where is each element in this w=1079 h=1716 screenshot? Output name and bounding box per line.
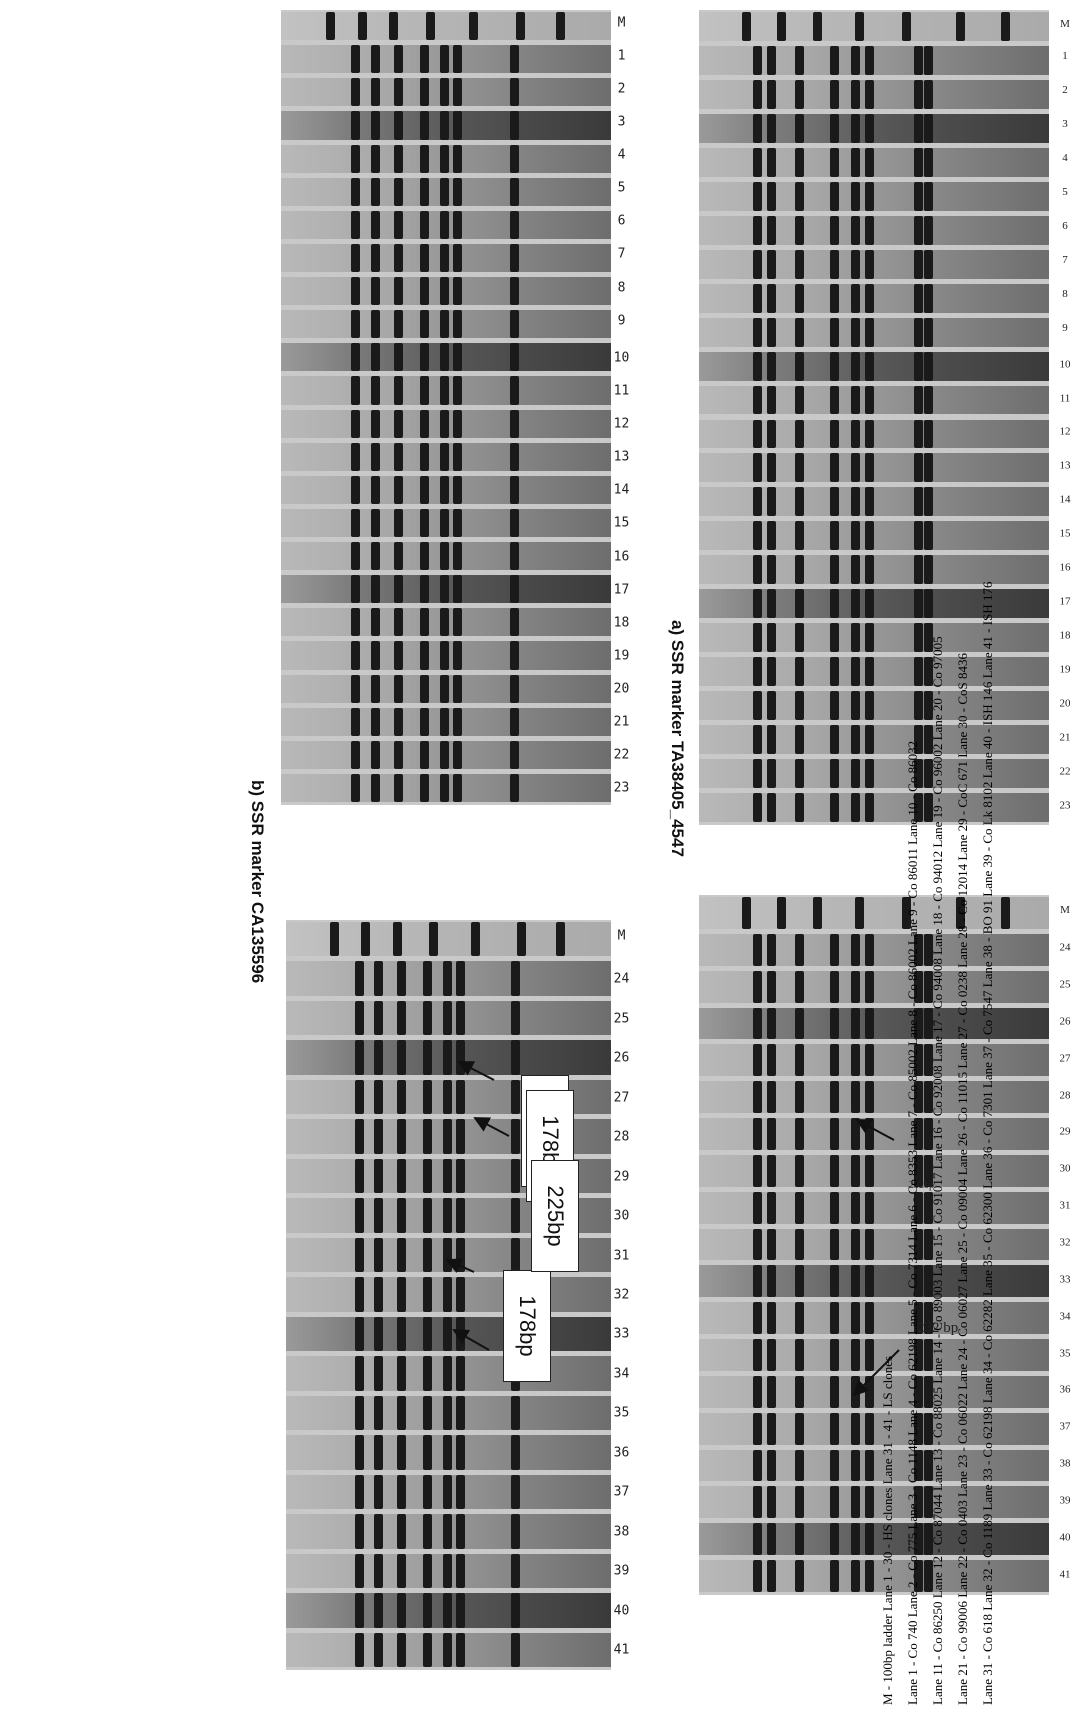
annotation-232bp-right: 232bp bbox=[909, 1180, 934, 1191]
label-178bp-left: 178bp bbox=[503, 1270, 551, 1382]
arrow-178bp-right-2 bbox=[457, 1061, 495, 1081]
arrow-232bp-right bbox=[855, 1119, 895, 1141]
arrow-178bp-left-1 bbox=[452, 1329, 490, 1351]
label-225bp-right: 225bp bbox=[531, 1160, 579, 1272]
arrow-178bp-right-1 bbox=[473, 1117, 510, 1137]
annotation-232bp-left: 232 bp bbox=[917, 1320, 959, 1336]
arrow-232bp-left bbox=[852, 1349, 900, 1397]
arrow-178bp-left-2 bbox=[445, 1258, 475, 1273]
